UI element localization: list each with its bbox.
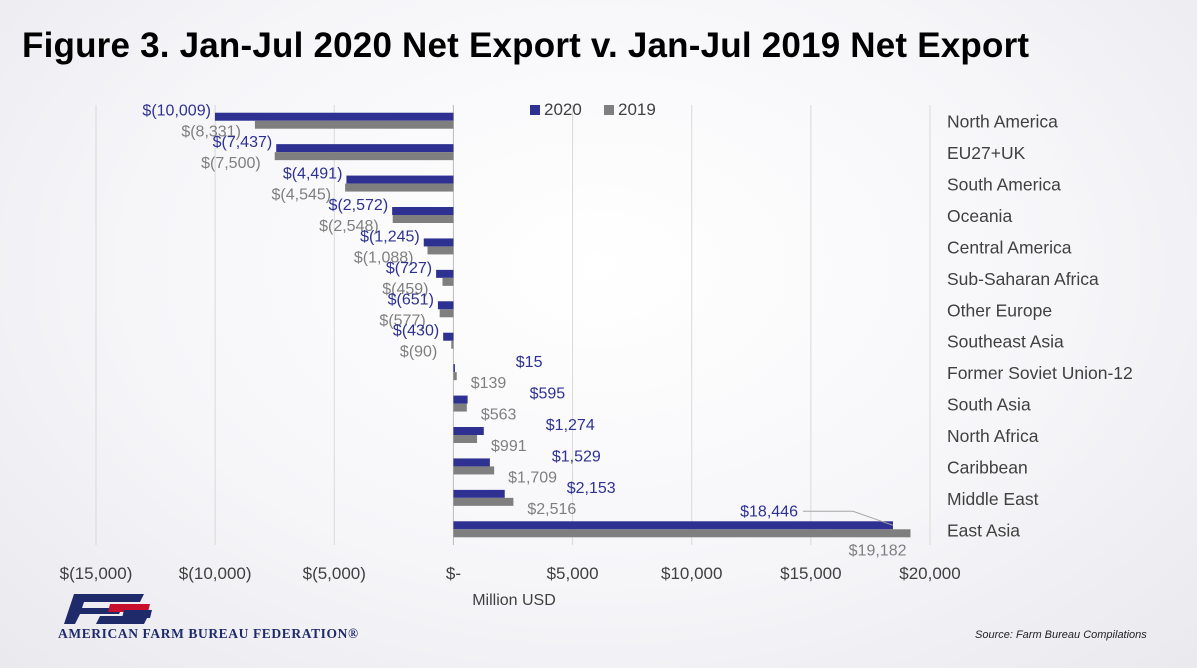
category-label: Central America bbox=[947, 237, 1072, 257]
leader-line bbox=[802, 510, 894, 526]
category-label: South Asia bbox=[947, 395, 1031, 415]
category-label: Oceania bbox=[947, 206, 1012, 226]
fb-logo-mark bbox=[64, 594, 152, 624]
bar-2019 bbox=[451, 340, 454, 349]
bar-2019 bbox=[453, 466, 495, 475]
bar-2020 bbox=[453, 395, 468, 404]
bar-2019 bbox=[453, 403, 467, 412]
bar-2019 bbox=[345, 183, 454, 192]
data-label-2019: $2,516 bbox=[527, 501, 576, 518]
bar-2020 bbox=[453, 364, 455, 373]
category-label: South America bbox=[947, 175, 1061, 195]
bar-2020 bbox=[214, 112, 454, 121]
bar-2019 bbox=[453, 529, 911, 538]
data-label-2020: $1,274 bbox=[546, 417, 595, 434]
data-label-2019: $(90) bbox=[400, 344, 437, 361]
data-label-2020: $595 bbox=[530, 386, 566, 403]
x-tick-label: $5,000 bbox=[547, 564, 599, 583]
legend-label-2019: 2019 bbox=[618, 100, 656, 119]
bar-2020 bbox=[276, 144, 454, 153]
category-label: North America bbox=[947, 112, 1058, 132]
data-label-2019: $(1,088) bbox=[354, 249, 414, 266]
data-label-2020: $2,153 bbox=[567, 480, 616, 497]
data-label-2020: $(727) bbox=[386, 260, 432, 277]
x-tick-label: $15,000 bbox=[780, 564, 841, 583]
bar-2020 bbox=[346, 175, 454, 184]
bar-2020 bbox=[443, 332, 454, 341]
bar-2020 bbox=[437, 301, 454, 310]
bar-2020 bbox=[436, 269, 454, 278]
category-label: Former Soviet Union-12 bbox=[947, 363, 1133, 383]
category-label: Caribbean bbox=[947, 457, 1028, 477]
chart-title: Figure 3. Jan-Jul 2020 Net Export v. Jan… bbox=[22, 26, 1030, 65]
bar-2019 bbox=[254, 120, 454, 129]
org-name: AMERICAN FARM BUREAU FEDERATION® bbox=[58, 626, 359, 641]
data-label-2020: $(2,572) bbox=[329, 197, 389, 214]
data-label-2020: $(7,437) bbox=[213, 134, 273, 151]
source-note: Source: Farm Bureau Compilations bbox=[975, 629, 1147, 641]
data-label-2019: $(2,548) bbox=[319, 218, 379, 235]
category-label: Middle East bbox=[947, 489, 1039, 509]
data-label-2019: $(7,500) bbox=[201, 155, 261, 172]
data-label-2020: $15 bbox=[516, 354, 543, 371]
data-label-2020: $(4,491) bbox=[283, 166, 343, 183]
data-label-2020: $(10,009) bbox=[142, 103, 211, 120]
bar-2020 bbox=[453, 489, 505, 498]
x-tick-label: $- bbox=[446, 564, 461, 583]
legend-label-2020: 2020 bbox=[544, 100, 582, 119]
bar-2019 bbox=[427, 246, 454, 255]
category-label: North Africa bbox=[947, 426, 1039, 446]
bar-2020 bbox=[423, 238, 454, 247]
data-label-2019: $139 bbox=[471, 375, 507, 392]
data-label-2019: $991 bbox=[491, 438, 527, 455]
category-label: Other Europe bbox=[947, 300, 1052, 320]
x-tick-label: $10,000 bbox=[661, 564, 722, 583]
bar-2019 bbox=[453, 435, 478, 443]
bar-2019 bbox=[392, 215, 454, 223]
category-label: EU27+UK bbox=[947, 143, 1026, 163]
bar-2019 bbox=[439, 309, 454, 318]
data-label-2019: $(459) bbox=[382, 281, 428, 298]
data-label-2019: $563 bbox=[481, 407, 517, 424]
x-tick-label: $(10,000) bbox=[179, 564, 252, 583]
bar-2020 bbox=[453, 521, 893, 530]
category-label: Sub-Saharan Africa bbox=[947, 269, 1099, 289]
afbf-logo: AMERICAN FARM BUREAU FEDERATION® bbox=[58, 592, 438, 642]
data-label-2020: $(651) bbox=[388, 291, 434, 308]
bar-2019 bbox=[453, 497, 514, 506]
category-label: Southeast Asia bbox=[947, 332, 1064, 352]
legend-swatch-2019 bbox=[604, 105, 614, 115]
bar-2019 bbox=[442, 277, 454, 286]
x-tick-label: $(5,000) bbox=[303, 564, 366, 583]
data-label-2019: $1,709 bbox=[508, 469, 557, 486]
x-axis-title: Million USD bbox=[472, 592, 556, 609]
data-label-2019: $19,182 bbox=[849, 542, 907, 559]
data-label-2020: $18,446 bbox=[740, 503, 798, 520]
x-tick-label: $(15,000) bbox=[60, 564, 133, 583]
bar-2020 bbox=[453, 427, 484, 435]
bar-2019 bbox=[453, 372, 457, 381]
data-label-2020: $(430) bbox=[393, 323, 439, 340]
legend-swatch-2020 bbox=[530, 105, 540, 115]
x-tick-label: $20,000 bbox=[899, 564, 960, 583]
data-label-2020: $(1,245) bbox=[360, 228, 420, 245]
bar-2020 bbox=[392, 207, 454, 215]
data-label-2019: $(577) bbox=[379, 312, 425, 329]
data-label-2019: $(8,331) bbox=[181, 124, 241, 141]
bar-2020 bbox=[453, 458, 490, 467]
category-label: East Asia bbox=[947, 520, 1020, 540]
data-label-2020: $1,529 bbox=[552, 448, 601, 465]
bar-2019 bbox=[274, 152, 454, 161]
data-label-2019: $(4,545) bbox=[272, 187, 332, 204]
